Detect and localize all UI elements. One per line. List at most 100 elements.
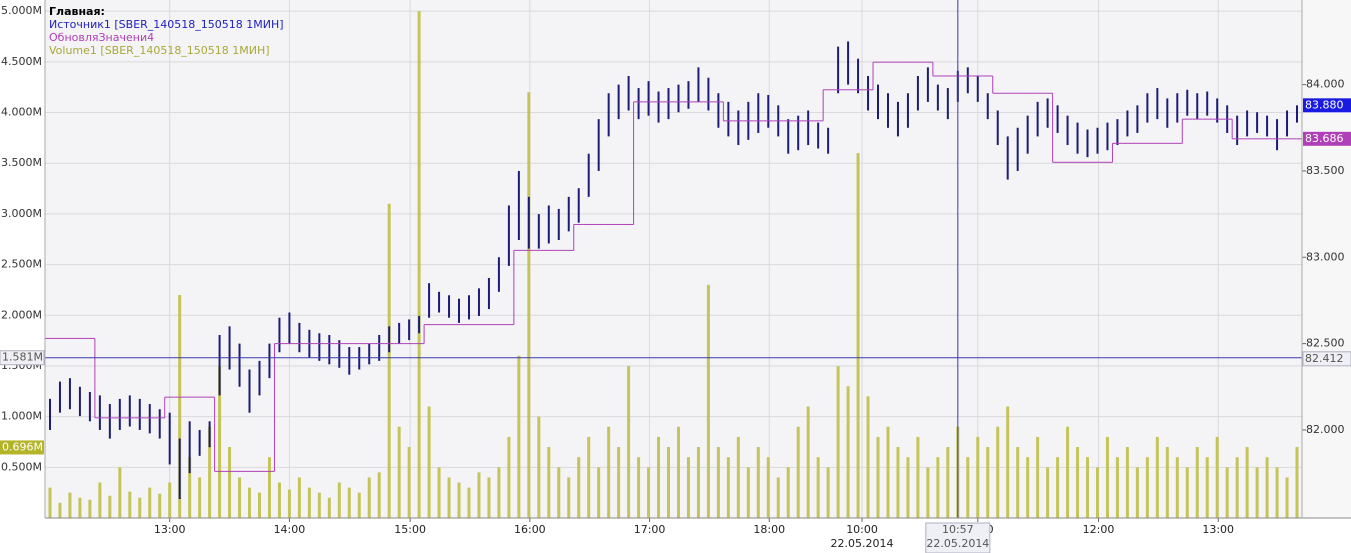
volume-bar [1016,447,1020,518]
x-tick-label: 12:00 [1083,523,1115,536]
volume-bar [377,472,381,518]
volume-bar [706,284,710,518]
crosshair-price-box [1302,351,1351,367]
x-tick-label: 13:00 [154,523,186,536]
volume-bar [716,447,720,518]
volume-bar [996,426,1000,518]
crosshair-date-label: 22.05.2014 [926,537,989,550]
volume-bar [1066,426,1070,518]
volume-bar [627,365,631,518]
volume-layer [48,11,1299,519]
volume-bar [906,457,910,518]
volume-bar [1115,457,1119,518]
volume-bar [1026,457,1030,518]
volume-bar [1285,477,1289,518]
volume-bar [98,482,102,518]
volume-bar [1265,457,1269,518]
volume-bar [48,487,52,518]
legend-entry: Volume1 [SBER_140518_150518 1МИН] [49,44,270,57]
volume-bar [1275,467,1279,518]
y2-tick-label: 83.000 [1306,250,1345,263]
volume-bar [1036,436,1040,518]
y-tick-label: 0.500M [1,460,42,473]
volume-bar [537,416,541,518]
volume-bar [1046,467,1050,518]
volume-bar [986,447,990,518]
last-value-label: 0.696M [2,440,43,453]
last-value-label: 83.686 [1305,132,1344,145]
volume-bar [557,467,561,518]
price-layer [45,41,1302,500]
volume-bar [387,203,391,518]
volume-bar [876,436,880,518]
volume-bar [776,477,780,518]
volume-bar [128,491,132,518]
volume-bar [317,492,321,518]
volume-bar [926,467,930,518]
volume-bar [916,436,920,518]
y-tick-label: 5.000M [1,4,42,17]
volume-bar [417,11,421,518]
crosshair-time-label: 10:57 [942,523,974,536]
y-tick-label: 3.000M [1,207,42,220]
x-tick-label: 16:00 [514,523,546,536]
volume-bar [607,426,611,518]
volume-bar [1205,457,1209,518]
volume-bar [457,482,461,518]
volume-bar [248,487,252,518]
volume-bar [1006,406,1010,518]
volume-bar [946,447,950,518]
volume-bar [277,482,281,518]
volume-bar [58,502,62,518]
last-value-label: 83.880 [1305,98,1344,111]
volume-bar [806,406,810,518]
volume-bar [68,492,72,518]
volume-bar [307,487,311,518]
volume-bar [976,436,980,518]
volume-bar [427,406,431,518]
volume-bar [1255,467,1259,518]
volume-bar [337,482,341,518]
y-tick-label: 3.500M [1,156,42,169]
volume-bar [1245,447,1249,518]
volume-bar [78,497,82,518]
volume-bar [866,396,870,518]
volume-bar [1225,467,1229,518]
volume-bar [547,447,551,518]
volume-bar [746,467,750,518]
volume-bar [826,467,830,518]
volume-bar [1145,457,1149,518]
last-value-box [1303,131,1351,146]
last-value-box [1303,98,1351,113]
volume-bar [1155,436,1159,518]
volume-bar [597,467,601,518]
volume-bar [1125,447,1129,518]
volume-bar [447,477,451,518]
volume-bar [1185,467,1189,518]
day-label: 22.05.2014 [831,537,894,550]
volume-bar [786,467,790,518]
volume-bar [1076,447,1080,518]
y-tick-label: 4.500M [1,55,42,68]
volume-bar [1056,457,1060,518]
y-tick-label: 1.000M [1,410,42,423]
volume-bar [178,294,182,518]
volume-bar [327,497,331,518]
volume-bar [836,365,840,518]
y-tick-label: 2.000M [1,308,42,321]
x-tick-label: 18:00 [753,523,785,536]
x-tick-label: 13:00 [1202,523,1234,536]
volume-bar [896,447,900,518]
volume-bar [497,467,501,518]
volume-bar [587,436,591,518]
plot-area [45,0,1302,518]
volume-bar [517,355,521,518]
volume-bar [188,457,192,518]
volume-bar [1295,447,1299,518]
legend-entry: Источник1 [SBER_140518_150518 1МИН] [49,18,284,31]
volume-bar [347,487,351,518]
volume-bar [1086,457,1090,518]
volume-bar [287,489,291,518]
volume-bar [267,457,271,518]
y-tick-label: 4.000M [1,106,42,119]
